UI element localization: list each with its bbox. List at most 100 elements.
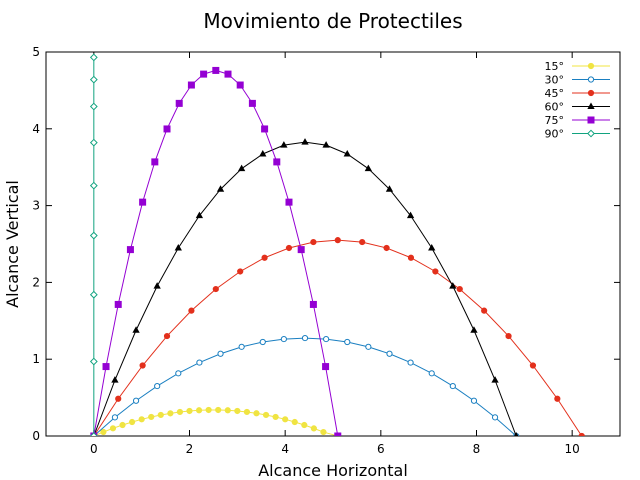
legend-label: 45° bbox=[545, 87, 565, 100]
data-point bbox=[529, 362, 537, 369]
data-point bbox=[176, 408, 184, 416]
data-point bbox=[406, 211, 415, 219]
data-point bbox=[196, 359, 203, 366]
data-point bbox=[212, 66, 220, 74]
data-point bbox=[285, 244, 293, 252]
data-point bbox=[89, 102, 98, 111]
data-point bbox=[153, 282, 161, 289]
y-tick-label: 2 bbox=[32, 275, 40, 289]
data-point bbox=[285, 198, 293, 206]
data-point bbox=[359, 238, 366, 246]
data-point bbox=[365, 343, 372, 350]
y-tick-label: 4 bbox=[32, 122, 40, 136]
data-point bbox=[310, 425, 317, 432]
data-point bbox=[259, 338, 266, 346]
data-point bbox=[297, 246, 305, 254]
series-3 bbox=[91, 138, 519, 436]
data-point bbox=[102, 363, 110, 371]
legend-entry: 75° bbox=[545, 114, 610, 127]
data-point bbox=[126, 246, 134, 254]
data-point bbox=[334, 432, 342, 436]
legend-entry: 30° bbox=[545, 74, 610, 87]
data-point bbox=[449, 382, 456, 390]
data-point bbox=[301, 138, 309, 145]
data-point bbox=[151, 158, 159, 166]
data-point bbox=[272, 413, 279, 421]
legend: 15°30°45°60°75°90° bbox=[545, 60, 610, 141]
data-point bbox=[119, 421, 126, 429]
x-tick-label: 4 bbox=[281, 442, 289, 456]
data-point bbox=[383, 244, 390, 252]
data-point bbox=[248, 99, 256, 107]
data-point bbox=[89, 432, 98, 436]
data-point bbox=[456, 285, 463, 293]
data-point bbox=[322, 363, 330, 371]
data-point bbox=[114, 300, 122, 308]
chart-title: Movimiento de Protectiles bbox=[203, 9, 462, 33]
x-tick-label: 0 bbox=[90, 442, 98, 456]
data-point bbox=[344, 338, 351, 346]
data-point bbox=[132, 326, 140, 333]
legend-marker bbox=[587, 102, 595, 109]
data-point bbox=[309, 300, 317, 308]
data-point bbox=[195, 407, 203, 414]
data-point bbox=[111, 414, 119, 421]
data-point bbox=[280, 141, 288, 148]
data-point bbox=[224, 407, 231, 414]
legend-marker bbox=[587, 129, 595, 138]
data-point bbox=[364, 164, 373, 172]
data-point bbox=[187, 81, 195, 89]
data-point bbox=[428, 243, 436, 251]
data-point bbox=[238, 343, 245, 350]
data-point bbox=[200, 70, 208, 78]
legend-label: 30° bbox=[545, 74, 565, 87]
data-point bbox=[237, 268, 244, 275]
data-point bbox=[186, 407, 193, 415]
data-point bbox=[334, 237, 341, 244]
legend-marker bbox=[587, 62, 595, 70]
data-point bbox=[163, 332, 171, 340]
data-point bbox=[132, 397, 140, 404]
x-axis-label: Alcance Horizontal bbox=[258, 461, 408, 480]
data-point bbox=[100, 428, 107, 436]
y-tick-label: 1 bbox=[32, 352, 40, 366]
data-point bbox=[217, 350, 224, 357]
data-point bbox=[280, 335, 287, 343]
y-tick-label: 3 bbox=[32, 199, 40, 213]
legend-marker bbox=[587, 76, 595, 83]
data-point bbox=[188, 307, 195, 314]
data-point bbox=[89, 138, 98, 147]
data-point bbox=[89, 181, 98, 190]
data-point bbox=[273, 158, 281, 166]
data-point bbox=[491, 414, 499, 421]
legend-entry: 90° bbox=[545, 128, 610, 141]
data-point bbox=[212, 285, 219, 293]
legend-label: 60° bbox=[545, 101, 565, 114]
data-point bbox=[139, 362, 146, 369]
data-point bbox=[139, 198, 147, 206]
x-tick-label: 6 bbox=[377, 442, 385, 456]
y-axis-label: Alcance Vertical bbox=[3, 180, 22, 308]
legend-entry: 15° bbox=[545, 60, 610, 73]
data-point bbox=[261, 125, 269, 133]
data-point bbox=[167, 410, 174, 417]
plot-area-frame bbox=[45, 51, 621, 437]
data-point bbox=[148, 413, 155, 421]
data-point bbox=[407, 254, 415, 261]
data-point bbox=[175, 370, 182, 377]
data-point bbox=[259, 149, 267, 157]
legend-label: 75° bbox=[545, 114, 565, 127]
data-point bbox=[253, 410, 260, 417]
data-point bbox=[470, 326, 478, 333]
data-point bbox=[343, 149, 351, 157]
data-point bbox=[89, 231, 98, 240]
data-point bbox=[407, 359, 414, 366]
data-point bbox=[157, 411, 164, 419]
data-point bbox=[138, 416, 145, 423]
data-point bbox=[261, 254, 268, 261]
data-point bbox=[505, 332, 512, 340]
data-point bbox=[386, 350, 393, 357]
legend-marker bbox=[587, 89, 595, 97]
x-tick-label: 2 bbox=[186, 442, 194, 456]
